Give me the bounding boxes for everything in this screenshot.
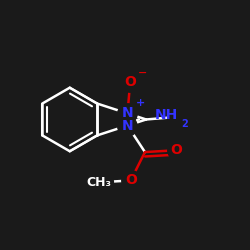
Text: N: N <box>122 106 133 120</box>
Text: −: − <box>138 68 147 78</box>
Text: +: + <box>136 98 145 108</box>
Text: CH₃: CH₃ <box>86 176 112 189</box>
Text: O: O <box>171 143 182 157</box>
Text: O: O <box>124 75 136 89</box>
Text: NH: NH <box>155 108 178 122</box>
Text: N: N <box>122 118 133 132</box>
Text: O: O <box>125 174 137 188</box>
Text: 2: 2 <box>181 119 188 129</box>
